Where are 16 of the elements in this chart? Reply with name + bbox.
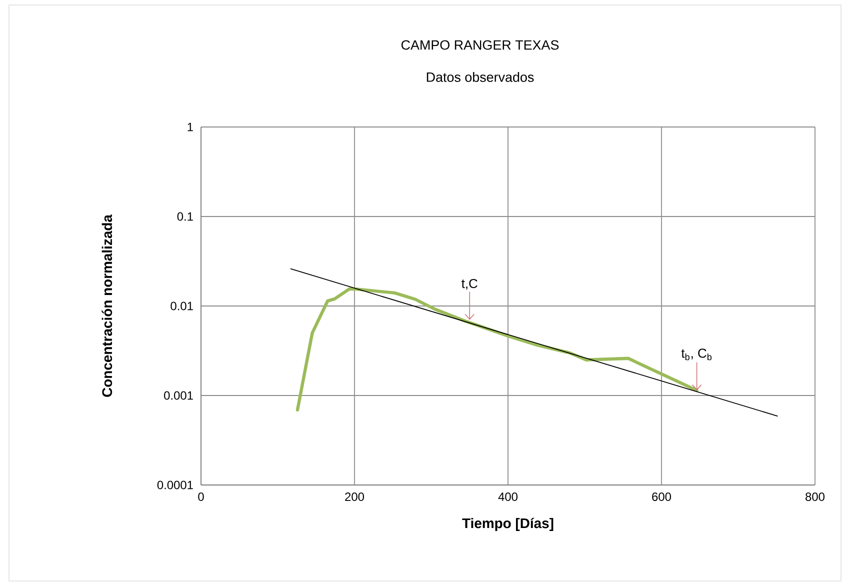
x-tick-label: 800 [806, 492, 825, 501]
x-tick-label: 400 [498, 492, 518, 501]
y-tick-label: 0.001 [164, 391, 193, 400]
x-axis-title: Tiempo [Días] [462, 518, 554, 531]
y-tick-label: 1 [188, 122, 193, 132]
chart-title: CAMPO RANGER TEXAS [401, 40, 559, 50]
y-tick-label: 0.01 [170, 302, 193, 310]
y-axis-title: Concentración normalizada [102, 214, 112, 397]
annotation: t$_{b}$, C$_{b}$ [681, 348, 712, 360]
y-tick-label: 0.1 [177, 212, 193, 221]
x-tick-label: 0 [198, 492, 204, 501]
annotation: t,C [462, 278, 478, 290]
x-tick-label: 200 [345, 492, 364, 501]
x-tick-label: 600 [652, 492, 672, 501]
chart-subtitle: Datos observados [426, 72, 534, 82]
y-tick-label: 0.0001 [157, 480, 193, 490]
